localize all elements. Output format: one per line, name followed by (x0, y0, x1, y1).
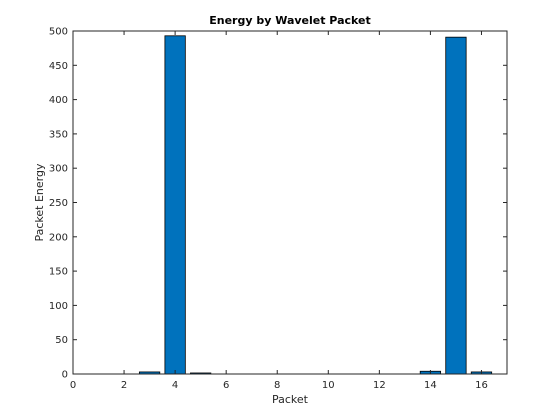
x-tick-label-10: 10 (322, 380, 335, 391)
bars-group (87, 35, 493, 375)
y-tick-label-350: 350 (49, 129, 68, 140)
chart-title: Energy by Wavelet Packet (209, 14, 371, 27)
x-tick-label-2: 2 (121, 380, 127, 391)
y-tick-label-250: 250 (49, 198, 68, 209)
x-tick-label-16: 16 (475, 380, 488, 391)
tick-labels-group: 0 2 4 6 8 10 12 14 16 0 50 100 150 200 250 300 350 400 450… (49, 27, 488, 392)
y-tick-label-500: 500 (49, 27, 68, 38)
x-tick-label-14: 14 (424, 380, 437, 391)
bar-packet-15 (445, 36, 467, 375)
y-tick-label-300: 300 (49, 164, 68, 175)
x-tick-label-0: 0 (70, 380, 76, 391)
y-tick-label-450: 450 (49, 61, 68, 72)
y-axis-label: Packet Energy (33, 163, 46, 241)
y-tick-label-100: 100 (49, 301, 68, 312)
y-tick-label-200: 200 (49, 232, 68, 243)
x-axis-label: Packet (272, 393, 309, 406)
y-tick-label-0: 0 (62, 370, 68, 381)
y-tick-label-400: 400 (49, 95, 68, 106)
x-tick-label-6: 6 (223, 380, 229, 391)
x-tick-label-8: 8 (274, 380, 280, 391)
x-tick-label-4: 4 (172, 380, 178, 391)
y-tick-label-50: 50 (55, 335, 68, 346)
bar-packet-4 (164, 35, 186, 375)
x-tick-label-12: 12 (373, 380, 386, 391)
y-tick-label-150: 150 (49, 267, 68, 278)
ticks-group (72, 30, 507, 375)
plot-frame (72, 30, 508, 375)
